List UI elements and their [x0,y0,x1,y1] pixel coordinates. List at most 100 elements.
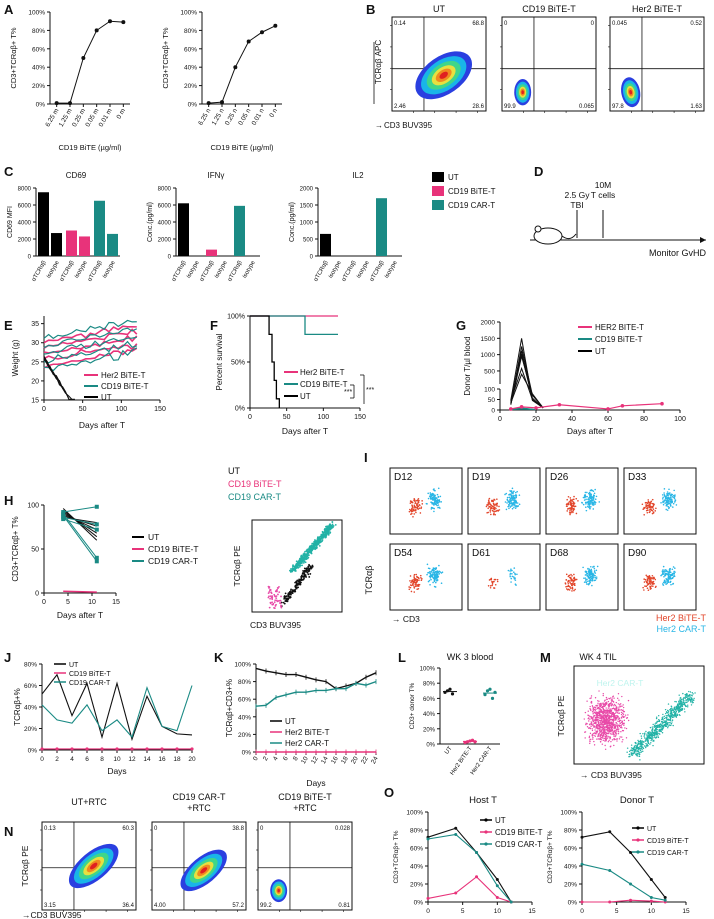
schedule-label: 10M [595,180,612,190]
day-label: D33 [628,472,647,483]
panel-letter-h: H [4,493,13,508]
y-tick-label: 0 [28,255,32,261]
her2-car-event [673,496,676,498]
her2-car-event [510,568,512,571]
her2-bite-event [600,738,603,741]
legend-label: CD19 BiTE-T [495,828,543,837]
dose-point [108,19,112,24]
her2-bite-event [411,504,413,506]
her2-car-event [437,501,440,504]
y-tick-label: 100% [227,314,245,321]
her2-car-event [689,691,692,693]
her2-bite-event [614,709,616,711]
her2-bite-event [621,727,623,729]
her2-bite-event [417,502,419,504]
her2-bite-event [651,498,654,501]
legend-label: CD19 BiTE-T [300,380,348,389]
her2-bite-event [627,714,629,716]
x-tick-label: 5 [461,908,465,915]
her2-car-event [655,717,658,720]
her2-bite-event [593,734,595,737]
her2-car-event [593,501,595,503]
her2-bite-event [605,725,608,728]
ut-event [295,580,298,583]
series-point-1 [649,899,653,903]
her2-bite-event [615,701,618,704]
y-axis-label: CD3+TCRαβ+ T% [9,27,18,88]
series-point-1 [454,891,458,895]
her2-bite-event [609,738,611,740]
her2-car-event [437,575,440,578]
her2-bite-event [652,580,655,583]
her2-car-event [679,710,681,712]
her2-bite-event [413,498,416,500]
her2-bite-event [648,501,650,504]
her2-bite-event [599,703,602,705]
her2-car-event [592,508,595,510]
her2-car-event [665,578,668,581]
her2-bite-event [420,579,423,582]
bar-category: αTCRαβ [31,260,48,283]
her2-car-event [514,503,516,505]
flow-title: CD19 CAR-T [172,792,226,802]
her2-car-event [437,504,440,506]
her2-car-event [505,508,508,511]
her2-bite-event [596,738,598,740]
her2-bite-event [648,577,651,579]
y-tick-label: 80% [423,682,436,688]
her2-bite-event [599,729,601,732]
her2-bite-event [487,499,490,501]
her2-car-event [646,735,648,737]
her2-bite-event [597,738,600,740]
her2-car-event [591,489,594,492]
her2-bite-event [618,725,621,728]
her2-bite-event [600,736,602,739]
ut-event [289,593,291,596]
car-event [300,555,303,558]
her2-car-event [589,565,592,568]
her2-bite-event [594,697,597,699]
her2-car-event [650,739,652,742]
her2-bite-event [605,707,607,709]
y-axis-label: CD3+TCRαβ+ T% [547,830,554,883]
her2-bite-event [586,726,589,728]
her2-car-event [633,745,636,747]
her2-car-event [642,741,645,743]
her2-car-event [593,492,596,495]
her2-bite-event [601,727,603,729]
y-tick-label: 100% [560,810,577,817]
her2-car-event [435,567,438,569]
her2-car-event [594,498,597,501]
bar-category: αTCRαβ [369,260,386,283]
her2-car-event [589,489,592,492]
her2-car-event [672,583,674,585]
y-tick-label: 20% [184,83,197,90]
dose-point [94,28,99,33]
her2-car-event [655,733,658,736]
her2-car-event [633,750,635,753]
her2-car-event [664,574,667,577]
her2-bite-event [410,590,413,593]
her2-car-event [667,581,670,584]
ut-event [283,596,286,599]
her2-bite-event [492,500,494,503]
x-tick-label: 2 [55,756,59,763]
point-0 [450,692,455,696]
her2-car-event [666,581,669,583]
x-category: Her2 CAR-T [470,745,494,776]
her2-donor-point [660,401,664,406]
her2-car-event [670,714,672,716]
her2-bite-event [647,583,650,586]
her2-bite-event [616,715,619,717]
her2-bite-event [614,731,616,734]
y-tick-label: 20% [410,882,423,889]
her2-bite-event [619,705,621,707]
her2-bite-event [599,705,601,707]
dose-response-line [56,20,124,104]
her2-bite-event [592,707,595,709]
her2-car-event [427,492,429,495]
her2-bite-event [599,711,601,714]
her2-car-event [669,567,671,570]
her2-bite-event [598,700,600,702]
y-tick-label: 2000 [481,320,496,327]
